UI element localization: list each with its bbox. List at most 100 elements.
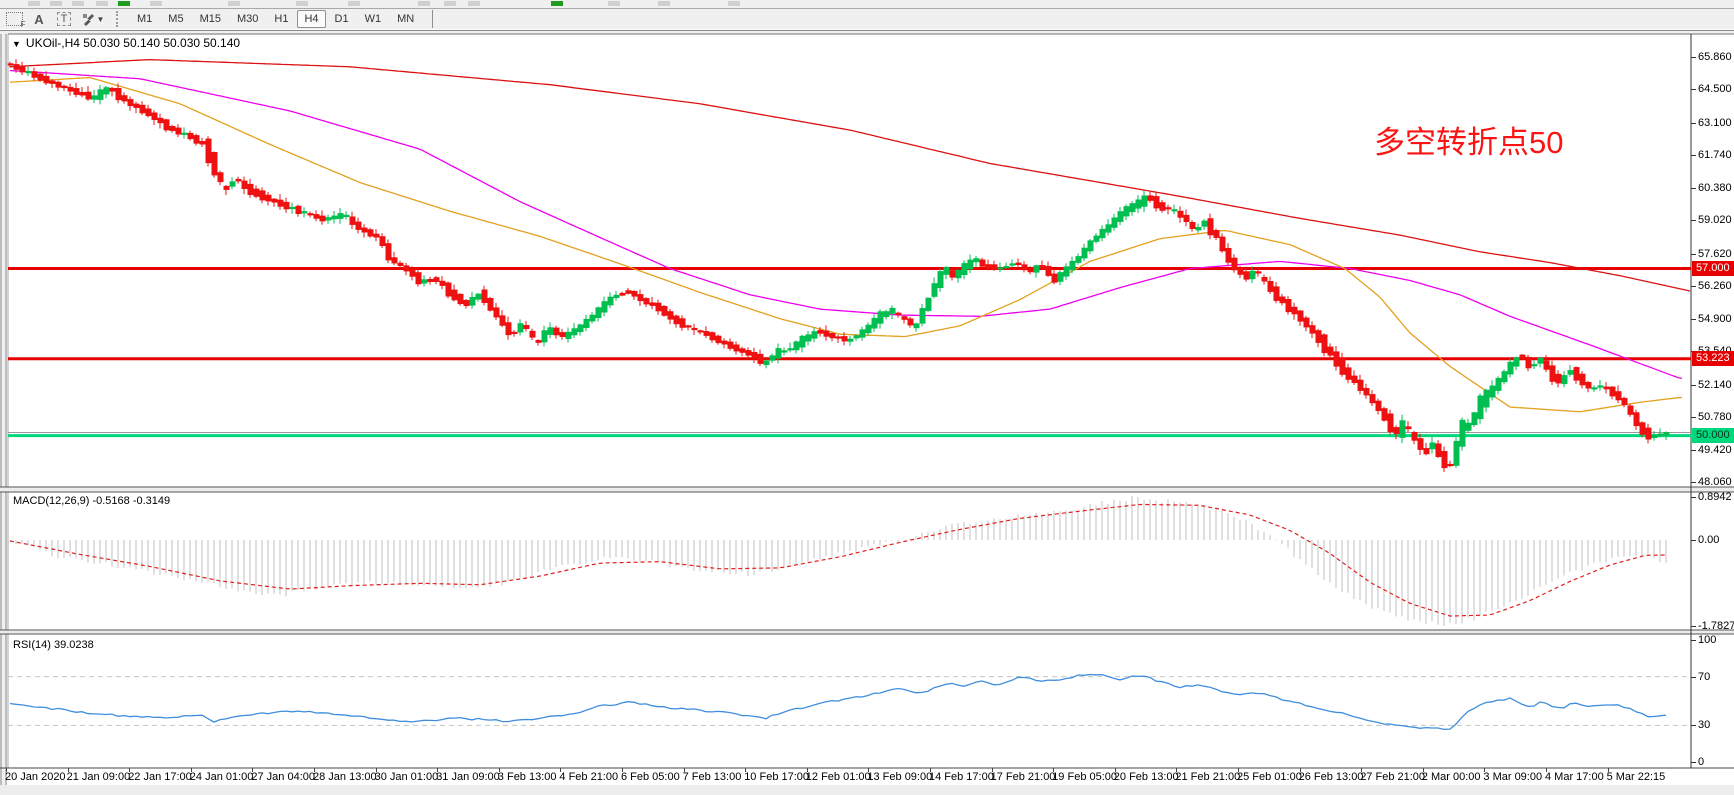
timeframe-button-m30[interactable]: M30 [236, 13, 259, 25]
candle [709, 331, 716, 343]
candle [1117, 207, 1124, 226]
timeframe-button-mn[interactable]: MN [397, 13, 415, 25]
time-tick-label: 22 Jan 17:00 [128, 771, 192, 783]
candle [559, 328, 566, 340]
candle [955, 268, 962, 283]
candle [1141, 190, 1148, 213]
cropped-icon-stub [468, 1, 480, 6]
candle [625, 287, 632, 295]
candle [1345, 363, 1352, 384]
arrows-tool-icon[interactable]: ▼ [78, 10, 108, 28]
candle [505, 316, 512, 340]
time-tick-label: 3 Feb 13:00 [497, 771, 557, 783]
candle [577, 323, 584, 336]
timeframe-button-d1[interactable]: D1 [334, 13, 349, 25]
candle [1657, 428, 1664, 437]
candle [1279, 293, 1286, 306]
candle [1561, 371, 1568, 388]
candle [1255, 268, 1262, 277]
candle [1165, 204, 1172, 215]
price-tick-label: 49.420 [1698, 444, 1732, 456]
cropped-icon-stub [228, 1, 240, 6]
time-tick-label: 28 Jan 13:00 [313, 771, 377, 783]
chart-annotation-text[interactable]: 多空转折点50 [1374, 125, 1564, 160]
candle [121, 92, 128, 104]
candle [829, 332, 836, 342]
timeframe-button-h4[interactable]: H4 [297, 10, 326, 28]
candle [127, 96, 134, 111]
candle [115, 83, 122, 104]
label-tool-icon[interactable]: A [34, 11, 44, 27]
candle [907, 316, 914, 328]
candle [1057, 270, 1064, 286]
candle [997, 262, 1004, 273]
candle [583, 314, 590, 332]
candle [1333, 346, 1340, 371]
candle [1159, 199, 1166, 213]
candle [1465, 418, 1472, 433]
candle [1609, 386, 1616, 400]
candle [1273, 282, 1280, 304]
candle [1153, 192, 1160, 212]
candle [1099, 225, 1106, 242]
candle [217, 170, 224, 186]
candle [247, 178, 254, 198]
candle [637, 289, 644, 306]
toolbar-grip[interactable] [116, 11, 125, 27]
candle [763, 359, 770, 369]
candle [1207, 213, 1214, 240]
time-tick-label: 5 Mar 22:15 [1606, 771, 1666, 783]
candle [499, 310, 506, 328]
candle [205, 136, 212, 167]
dropdown-caret-icon[interactable]: ▼ [96, 14, 105, 24]
price-tick-label: 57.620 [1698, 248, 1732, 260]
candle [475, 293, 482, 302]
candle [169, 124, 176, 133]
candle [1405, 421, 1412, 433]
timeframe-button-h1[interactable]: H1 [274, 13, 289, 25]
candle [1015, 258, 1022, 268]
timeframe-button-group: M1 M5 M15 M30 H1 H4 D1 W1 MN [129, 10, 422, 28]
candle [595, 306, 602, 322]
candle [1297, 310, 1304, 326]
time-tick-label: 12 Feb 01:00 [805, 771, 871, 783]
candle [1171, 204, 1178, 215]
candle [1189, 220, 1196, 232]
symbol-dropdown-icon[interactable]: ▼ [12, 39, 21, 49]
candle [1615, 385, 1622, 404]
candle [1585, 380, 1592, 393]
cropped-icon-stub [150, 1, 162, 6]
candle [847, 335, 854, 346]
candle [67, 83, 74, 96]
timeframe-button-m5[interactable]: M5 [168, 13, 184, 25]
candle [1303, 315, 1310, 332]
macd-tick-label: 0.00 [1698, 534, 1720, 546]
price-level-tag: 50.000 [1692, 428, 1734, 443]
macd-tick-label: -1.7827 [1698, 620, 1734, 632]
candle [511, 330, 518, 337]
timeframe-button-w1[interactable]: W1 [364, 13, 382, 25]
candle [883, 309, 890, 320]
candle [841, 332, 848, 346]
candle [565, 327, 572, 343]
price-tick-label: 56.260 [1698, 280, 1732, 292]
chart-template-icon[interactable]: F [3, 10, 26, 29]
candle [85, 86, 92, 101]
candle [1087, 239, 1094, 254]
cropped-icon-stub [296, 1, 308, 6]
candle [313, 210, 320, 222]
candle [589, 311, 596, 324]
candle [403, 262, 410, 276]
text-tool-icon[interactable]: T [53, 10, 75, 28]
candle [1645, 423, 1652, 444]
candle [1519, 354, 1526, 361]
timeframe-button-m15[interactable]: M15 [199, 13, 221, 25]
candle [91, 89, 98, 104]
candle [1627, 404, 1634, 417]
candle [619, 291, 626, 297]
rsi-tick-label: 70 [1698, 671, 1711, 683]
candle [877, 309, 884, 329]
candle [1357, 374, 1364, 395]
timeframe-button-m1[interactable]: M1 [137, 13, 153, 25]
